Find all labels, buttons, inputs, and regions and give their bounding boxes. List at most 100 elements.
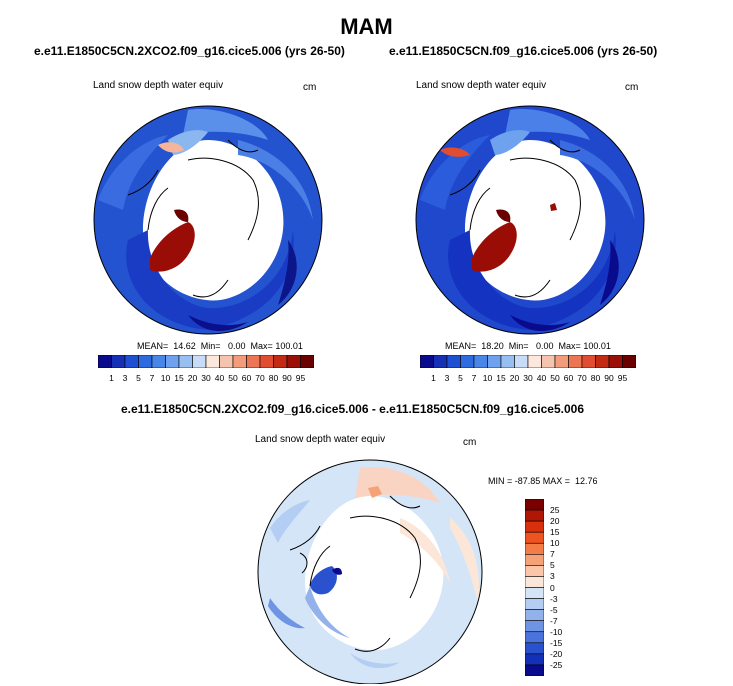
panel-2-colorbar-tick-label: 15 [496,373,506,383]
panel-2-colorbar-tick-label: 3 [444,373,450,383]
panel-3-colorbar-tick-label: 15 [550,527,560,538]
panel-1-colorbar-swatch [98,355,112,368]
panel-3-colorbar-tick-label: -20 [550,648,563,659]
panel-2-colorbar-swatch [581,355,596,368]
panel-1-colorbar-labels: 1 3 5 7 10 15 20 30 40 50 60 70 80 90 95 [98,373,314,385]
panel-3-colorbar-tick-label: 20 [550,516,560,527]
panel-1-colorbar-swatch [300,355,314,368]
panel-1-colorbar-swatch [138,355,153,368]
panel-1-colorbar-swatch [259,355,274,368]
panel-2-colorbar-swatch [500,355,515,368]
panel-2-colorbar-tick-label: 60 [563,373,574,383]
panel-2-colorbar [420,355,636,368]
panel-2-colorbar-swatch [554,355,569,368]
panel-2-colorbar-tick-label: 1 [431,373,436,383]
panel-2-colorbar-swatch [541,355,556,368]
panel-2-title: e.e11.E1850C5CN.f09_g16.cice5.006 (yrs 2… [389,44,658,58]
panel-3-colorbar-swatch [525,499,544,511]
panel-3-colorbar-swatch [525,620,544,633]
panel-1-colorbar-swatch [192,355,207,368]
panel-3-polar-map [257,459,483,684]
panel-1-colorbar-swatch [124,355,139,368]
panel-2-variable-label: Land snow depth water equiv [416,80,547,91]
panel-2-colorbar-swatch [433,355,448,368]
panel-1-colorbar-tick-label: 5 [136,373,141,383]
panel-2-colorbar-swatch [608,355,623,368]
panel-2-colorbar-tick-label: 80 [590,373,601,383]
panel-1-colorbar-tick-label: 60 [241,373,252,383]
panel-3-colorbar-swatch [525,664,544,676]
panel-3-stats: MIN = -87.85 MAX = 12.76 [488,476,598,486]
panel-1-colorbar-tick-label: 40 [214,373,225,383]
panel-1-polar-map [93,105,323,335]
panel-1-colorbar-swatch [111,355,126,368]
panel-1-colorbar-tick-label: 20 [187,373,198,383]
panel-1-colorbar-swatch [178,355,193,368]
panel-2-colorbar-tick-label: 70 [577,373,587,383]
panel-3-colorbar-swatch [525,642,544,655]
panel-1-colorbar-tick-label: 50 [228,373,238,383]
panel-3-colorbar-tick-label: 7 [550,549,555,560]
panel-1-stats: MEAN= 14.62 Min= 0.00 Max= 100.01 [137,341,303,351]
panel-1-colorbar-tick-label: 10 [160,373,171,383]
panel-2-colorbar-tick-label: 20 [509,373,520,383]
panel-1-colorbar-swatch [232,355,247,368]
panel-1-colorbar-tick-label: 90 [282,373,292,383]
panel-1-colorbar-swatch [286,355,301,368]
panel-2-colorbar-tick-label: 50 [550,373,560,383]
panel-2-colorbar-labels: 1 3 5 7 10 15 20 30 40 50 60 70 80 90 95 [420,373,636,385]
panel-3-colorbar-tick-label: -15 [550,637,563,648]
panel-1-colorbar-tick-label: 3 [122,373,128,383]
panel-3-colorbar-tick-label: 25 [550,505,560,516]
panel-1-colorbar-tick-label: 95 [295,373,306,383]
panel-1-colorbar-swatch [165,355,180,368]
panel-2-colorbar-swatch [622,355,636,368]
panel-1-colorbar-swatch [205,355,220,368]
panel-2-colorbar-swatch [527,355,542,368]
panel-2-colorbar-swatch [514,355,529,368]
panel-2-colorbar-tick-label: 40 [536,373,547,383]
panel-3-variable-label: Land snow depth water equiv [255,434,386,445]
panel-2-colorbar-tick-label: 10 [482,373,493,383]
panel-1-colorbar-tick-label: 1 [109,373,114,383]
panel-3-colorbar-tick-label: -5 [550,604,558,615]
panel-1-colorbar-swatch [151,355,166,368]
panel-3-colorbar [525,499,544,676]
panel-2-colorbar-tick-label: 30 [523,373,533,383]
panel-2-colorbar-swatch [568,355,583,368]
panel-1-variable-label: Land snow depth water equiv [93,80,224,91]
panel-3-colorbar-swatch [525,598,544,610]
panel-1-title: e.e11.E1850C5CN.2XCO2.f09_g16.cice5.006 … [34,44,345,58]
panel-2-colorbar-swatch [460,355,475,368]
panel-1-colorbar-swatch [273,355,288,368]
panel-3-colorbar-swatch [525,531,544,544]
panel-3-colorbar-tick-label: -25 [550,659,563,670]
panel-3-colorbar-tick-label: -7 [550,615,558,626]
panel-3-colorbar-tick-label: 10 [550,538,560,549]
panel-3-colorbar-tick-label: -10 [550,626,563,637]
panel-3-colorbar-tick-label: 0 [550,582,555,593]
panel-2-colorbar-swatch [473,355,488,368]
panel-1-colorbar-swatch [219,355,234,368]
panel-1-colorbar [98,355,314,368]
panel-3-units-label: cm [463,437,477,448]
panel-2-colorbar-swatch [446,355,461,368]
panel-1-colorbar-swatch [246,355,261,368]
panel-3-colorbar-swatch [525,587,544,599]
panel-1-colorbar-tick-label: 80 [268,373,279,383]
panel-1-colorbar-tick-label: 30 [201,373,211,383]
figure-season-title: MAM [340,14,393,39]
panel-3-title: e.e11.E1850C5CN.2XCO2.f09_g16.cice5.006 … [121,402,584,416]
panel-3-colorbar-tick-label: -3 [550,593,558,604]
panel-3-colorbar-swatch [525,542,544,555]
panel-2-colorbar-swatch [595,355,610,368]
panel-1-units-label: cm [303,82,317,93]
panel-2-colorbar-tick-label: 90 [604,373,614,383]
panel-3-colorbar-tick-label: 5 [550,560,555,571]
panel-3-colorbar-swatch [525,554,544,566]
panel-2-colorbar-tick-label: 7 [471,373,477,383]
panel-1-colorbar-tick-label: 7 [149,373,155,383]
panel-3-colorbar-swatch [525,653,544,666]
panel-3-colorbar-swatch [525,609,544,621]
panel-3-colorbar-swatch [525,520,544,533]
